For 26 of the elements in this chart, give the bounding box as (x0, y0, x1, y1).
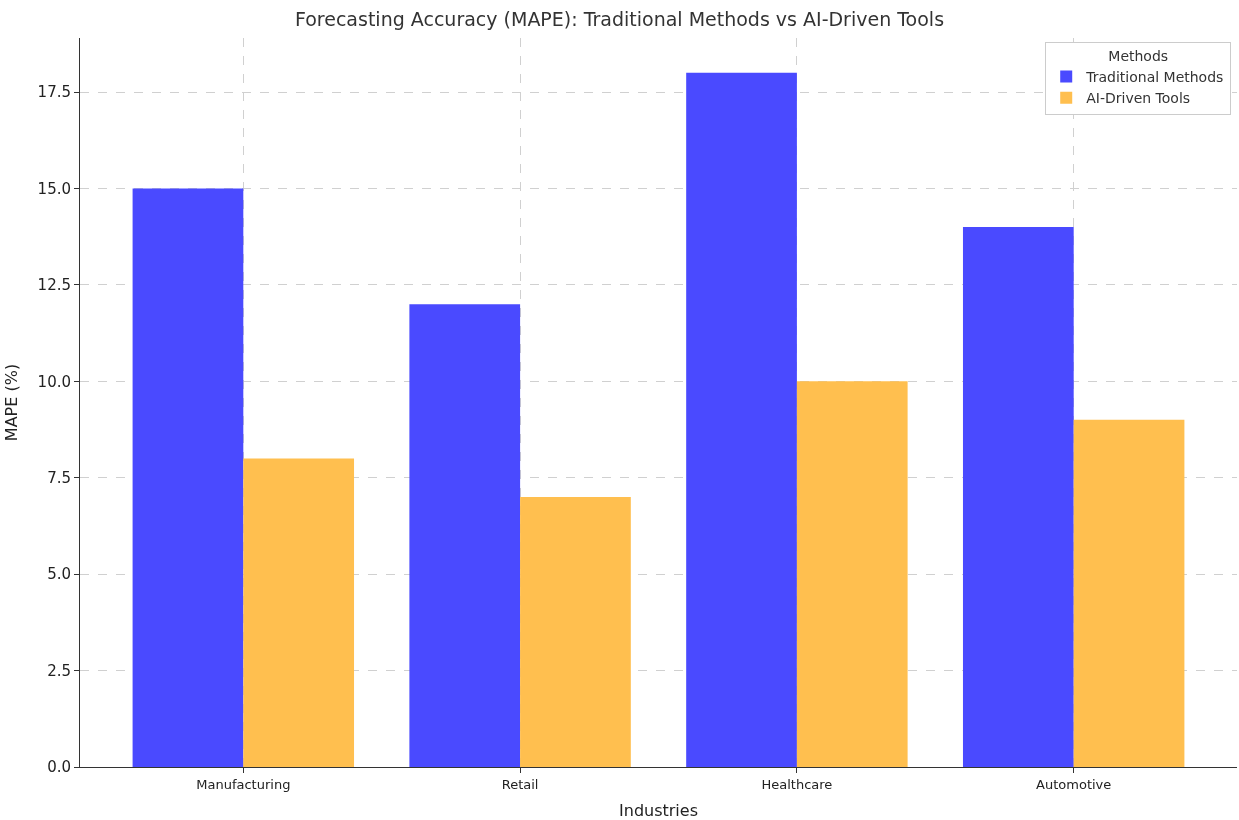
y-axis-title: MAPE (%) (2, 363, 22, 442)
legend-label: AI-Driven Tools (1086, 90, 1191, 107)
y-tick-label: 5.0 (47, 565, 71, 584)
y-tick-label: 2.5 (47, 661, 71, 680)
x-axis-title: Industries (619, 801, 698, 820)
bar (1073, 419, 1185, 767)
bar (520, 497, 631, 767)
bar (243, 458, 355, 767)
x-tick-label: Automotive (1036, 776, 1112, 792)
bar (962, 227, 1074, 767)
y-tick-label: 12.5 (37, 276, 71, 295)
bar (796, 381, 908, 767)
chart-title: Forecasting Accuracy (MAPE): Traditional Methods vs AI-Driven Tools (294, 7, 945, 30)
legend-title: Methods (1108, 47, 1169, 64)
x-tick-label: Healthcare (761, 776, 833, 792)
y-tick-label: 15.0 (37, 179, 71, 198)
x-tick-label: Manufacturing (196, 776, 291, 792)
bar (686, 72, 797, 767)
y-tick-label: 10.0 (37, 372, 71, 391)
bar (409, 304, 521, 767)
y-tick-label: 0.0 (47, 758, 71, 777)
bar (132, 188, 244, 767)
y-tick-label: 7.5 (47, 468, 71, 487)
legend-label: Traditional Methods (1085, 68, 1224, 85)
y-tick-label: 17.5 (37, 83, 71, 102)
x-tick-label: Retail (501, 776, 539, 792)
